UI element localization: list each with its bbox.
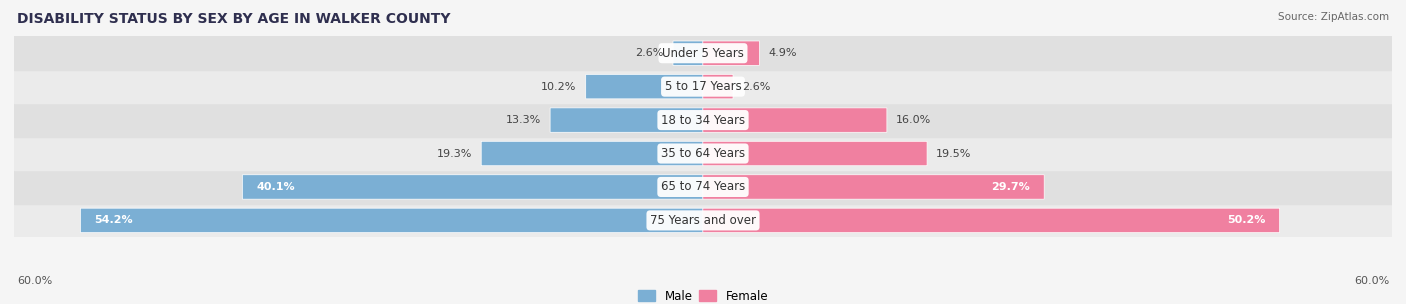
FancyBboxPatch shape bbox=[481, 141, 703, 166]
Text: Under 5 Years: Under 5 Years bbox=[662, 47, 744, 60]
Bar bbox=[14, 103, 1392, 137]
Text: 4.9%: 4.9% bbox=[769, 48, 797, 58]
Bar bbox=[14, 70, 1392, 103]
FancyBboxPatch shape bbox=[703, 208, 1279, 233]
FancyBboxPatch shape bbox=[703, 175, 1045, 199]
Bar bbox=[14, 36, 1392, 70]
FancyBboxPatch shape bbox=[673, 41, 703, 65]
Text: 60.0%: 60.0% bbox=[1354, 276, 1389, 286]
Text: 19.5%: 19.5% bbox=[936, 149, 972, 158]
Text: 35 to 64 Years: 35 to 64 Years bbox=[661, 147, 745, 160]
Text: 54.2%: 54.2% bbox=[94, 216, 134, 225]
Text: 2.6%: 2.6% bbox=[636, 48, 664, 58]
FancyBboxPatch shape bbox=[550, 108, 703, 132]
Text: Source: ZipAtlas.com: Source: ZipAtlas.com bbox=[1278, 12, 1389, 22]
Text: 2.6%: 2.6% bbox=[742, 82, 770, 92]
Text: 60.0%: 60.0% bbox=[17, 276, 52, 286]
Bar bbox=[14, 170, 1392, 204]
FancyBboxPatch shape bbox=[703, 141, 927, 166]
Text: 5 to 17 Years: 5 to 17 Years bbox=[665, 80, 741, 93]
Text: 16.0%: 16.0% bbox=[896, 115, 931, 125]
Bar bbox=[14, 204, 1392, 237]
Text: 29.7%: 29.7% bbox=[991, 182, 1031, 192]
Text: 19.3%: 19.3% bbox=[437, 149, 472, 158]
Text: 65 to 74 Years: 65 to 74 Years bbox=[661, 181, 745, 193]
Text: 10.2%: 10.2% bbox=[541, 82, 576, 92]
Bar bbox=[14, 137, 1392, 170]
Text: 18 to 34 Years: 18 to 34 Years bbox=[661, 114, 745, 126]
Legend: Male, Female: Male, Female bbox=[633, 285, 773, 304]
Text: 50.2%: 50.2% bbox=[1227, 216, 1265, 225]
Text: 13.3%: 13.3% bbox=[506, 115, 541, 125]
FancyBboxPatch shape bbox=[80, 208, 703, 233]
FancyBboxPatch shape bbox=[242, 175, 703, 199]
Text: 40.1%: 40.1% bbox=[256, 182, 295, 192]
FancyBboxPatch shape bbox=[703, 108, 887, 132]
Text: DISABILITY STATUS BY SEX BY AGE IN WALKER COUNTY: DISABILITY STATUS BY SEX BY AGE IN WALKE… bbox=[17, 12, 450, 26]
FancyBboxPatch shape bbox=[703, 74, 733, 99]
FancyBboxPatch shape bbox=[703, 41, 759, 65]
Text: 75 Years and over: 75 Years and over bbox=[650, 214, 756, 227]
FancyBboxPatch shape bbox=[586, 74, 703, 99]
